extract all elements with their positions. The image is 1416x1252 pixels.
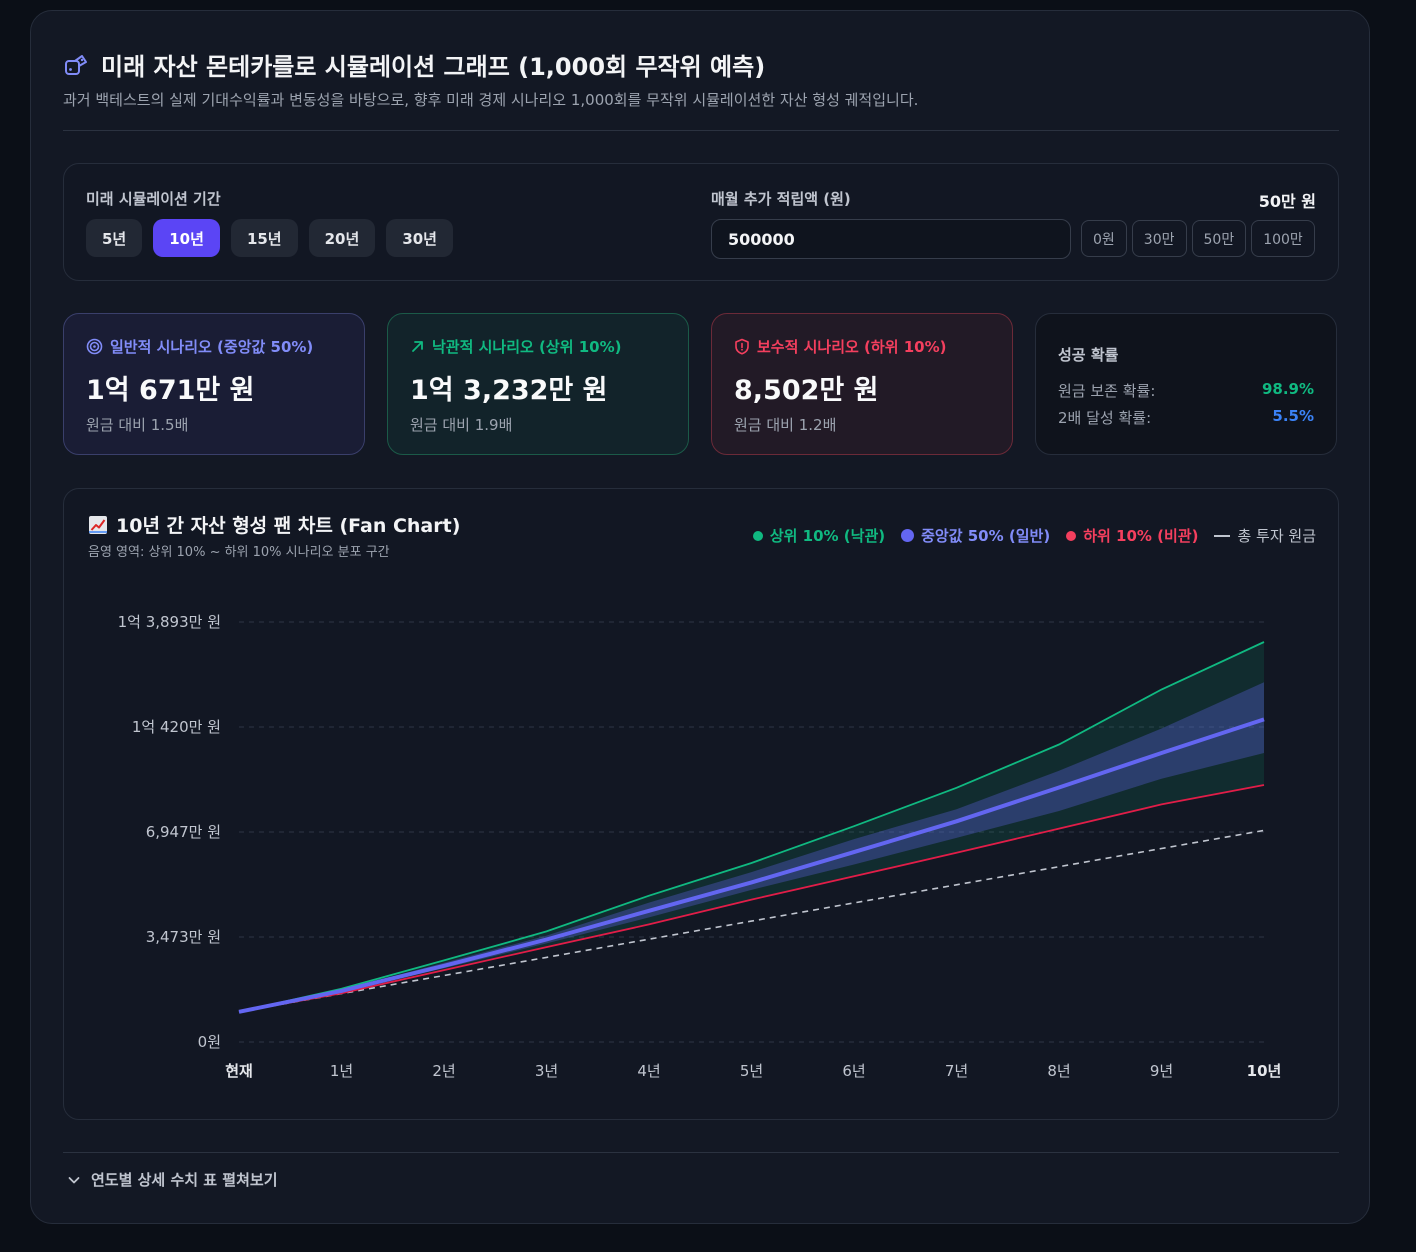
double-probability-label: 2배 달성 확률: xyxy=(1058,409,1152,427)
chevron-down-icon xyxy=(68,1176,80,1183)
conservative-card-label: 보수적 시나리오 (하위 10%) xyxy=(757,338,947,356)
legend-dot-median xyxy=(901,529,915,542)
conservative-card-ratio: 원금 대비 1.2배 xyxy=(734,416,837,434)
monthly-amount-input[interactable] xyxy=(711,219,1071,259)
legend-label-median: 중앙값 50% (일반) xyxy=(921,527,1051,545)
double-probability-value: 5.5% xyxy=(1272,407,1314,425)
header: 미래 자산 몬테카를로 시뮬레이션 그래프 (1,000회 무작위 예측) xyxy=(63,47,765,82)
x-tick-label: 1년 xyxy=(330,1062,353,1080)
median-card-value: 1억 671만 원 xyxy=(86,375,255,406)
page-title: 미래 자산 몬테카를로 시뮬레이션 그래프 (1,000회 무작위 예측) xyxy=(101,53,766,81)
period-button-group: 5년 10년 15년 20년 30년 xyxy=(86,219,453,257)
quick-amount-50[interactable]: 50만 xyxy=(1191,220,1247,257)
period-button-10y[interactable]: 10년 xyxy=(153,219,220,257)
fan-chart: 0원 3,473만 원 6,947만 원 1억 420만 원 1억 3,893만 원현재… xyxy=(118,613,1282,1080)
legend-item-bottom: 하위 10% (비관) xyxy=(1066,525,1198,546)
principal-line xyxy=(238,829,1265,1013)
arrow-up-right-icon xyxy=(412,341,423,352)
top-10-line xyxy=(238,641,1265,1013)
controls-box: 미래 시뮬레이션 기간 5년 10년 15년 20년 30년 매월 추가 적립액… xyxy=(63,163,1339,281)
median-line xyxy=(238,717,1265,1014)
legend-label-top: 상위 10% (낙관) xyxy=(769,527,886,545)
quick-amount-30[interactable]: 30만 xyxy=(1131,220,1187,257)
period-button-5y[interactable]: 5년 xyxy=(86,219,143,257)
quick-amount-group: 0원 30만 50만 100만 xyxy=(1081,220,1315,257)
probability-card: 성공 확률 원금 보존 확률: 98.9% 2배 달성 확률: 5.5% xyxy=(1035,313,1337,455)
legend-item-principal: 총 투자 원금 xyxy=(1214,525,1316,546)
x-tick-label: 5년 xyxy=(740,1062,763,1080)
median-scenario-card: 일반적 시나리오 (중앙값 50%) 1억 671만 원 원금 대비 1.5배 xyxy=(63,313,365,455)
legend-dot-bottom xyxy=(1066,530,1077,541)
target-icon xyxy=(86,338,103,355)
expand-table-toggle[interactable]: 연도별 상세 수치 표 펼쳐보기 xyxy=(67,1169,278,1190)
legend-label-bottom: 하위 10% (비관) xyxy=(1083,527,1199,545)
x-tick-label: 10년 xyxy=(1247,1062,1282,1080)
y-tick-label: 1억 3,893만 원 xyxy=(118,613,221,631)
period-label: 미래 시뮬레이션 기간 xyxy=(86,190,221,208)
y-tick-label: 0원 xyxy=(198,1033,221,1051)
simulation-panel: 미래 자산 몬테카를로 시뮬레이션 그래프 (1,000회 무작위 예측) 과거… xyxy=(30,10,1370,1224)
legend-item-top: 상위 10% (낙관) xyxy=(752,525,886,546)
y-tick-label: 6,947만 원 xyxy=(146,823,221,841)
outer-band-area xyxy=(239,642,1264,1012)
chart-increasing-icon xyxy=(89,515,107,534)
period-button-15y[interactable]: 15년 xyxy=(230,219,298,257)
x-tick-label: 3년 xyxy=(535,1062,558,1080)
quick-amount-100[interactable]: 100만 xyxy=(1251,220,1315,257)
y-tick-label: 3,473만 원 xyxy=(146,928,221,946)
x-tick-label: 9년 xyxy=(1150,1062,1173,1080)
optimistic-scenario-card: 낙관적 시나리오 (상위 10%) 1억 3,232만 원 원금 대비 1.9배 xyxy=(387,313,689,455)
x-tick-label: 6년 xyxy=(842,1062,865,1080)
chart-subtitle: 음영 영역: 상위 10% ~ 하위 10% 시나리오 분포 구간 xyxy=(88,545,390,560)
principal-probability-row: 원금 보존 확률: 98.9% xyxy=(1058,380,1314,401)
legend-dash-principal xyxy=(1214,534,1231,537)
double-probability-row: 2배 달성 확률: 5.5% xyxy=(1058,407,1314,428)
x-tick-label: 2년 xyxy=(432,1062,455,1080)
expand-table-label: 연도별 상세 수치 표 펼쳐보기 xyxy=(91,1171,278,1189)
x-tick-label: 7년 xyxy=(945,1062,968,1080)
legend-item-median: 중앙값 50% (일반) xyxy=(901,525,1050,546)
conservative-scenario-card: 보수적 시나리오 (하위 10%) 8,502만 원 원금 대비 1.2배 xyxy=(711,313,1013,455)
conservative-card-value: 8,502만 원 xyxy=(734,375,879,406)
x-tick-label: 4년 xyxy=(637,1062,660,1080)
median-card-label: 일반적 시나리오 (중앙값 50%) xyxy=(110,338,314,356)
monthly-value-display: 50만 원 xyxy=(1258,192,1316,211)
legend-label-principal: 총 투자 원금 xyxy=(1237,527,1316,545)
probability-title: 성공 확률 xyxy=(1058,346,1119,364)
y-tick-label: 1억 420만 원 xyxy=(132,718,221,736)
bottom-10-line xyxy=(238,784,1265,1013)
optimistic-card-label: 낙관적 시나리오 (상위 10%) xyxy=(432,338,622,356)
divider xyxy=(63,130,1339,131)
optimistic-card-value: 1억 3,232만 원 xyxy=(410,375,608,406)
optimistic-card-ratio: 원금 대비 1.9배 xyxy=(410,416,513,434)
median-card-ratio: 원금 대비 1.5배 xyxy=(86,416,189,434)
page-subtitle: 과거 백테스트의 실제 기대수익률과 변동성을 바탕으로, 향후 미래 경제 시… xyxy=(63,91,919,109)
principal-probability-value: 98.9% xyxy=(1261,380,1314,398)
x-tick-label: 8년 xyxy=(1047,1062,1070,1080)
quick-amount-0[interactable]: 0원 xyxy=(1081,220,1127,257)
divider xyxy=(63,1152,1339,1153)
chart-legend: 상위 10% (낙관) 중앙값 50% (일반) 하위 10% (비관) 총 투… xyxy=(752,525,1316,546)
monthly-label: 매월 추가 적립액 (원) xyxy=(711,190,851,208)
principal-probability-label: 원금 보존 확률: xyxy=(1058,382,1156,400)
period-button-30y[interactable]: 30년 xyxy=(386,219,453,257)
shield-alert-icon xyxy=(735,338,749,355)
legend-dot-top xyxy=(752,530,763,541)
period-button-20y[interactable]: 20년 xyxy=(308,219,376,257)
x-tick-label: 현재 xyxy=(225,1062,253,1080)
chart-title: 10년 간 자산 형성 팬 차트 (Fan Chart) xyxy=(116,515,461,537)
dice-icon xyxy=(65,54,87,75)
